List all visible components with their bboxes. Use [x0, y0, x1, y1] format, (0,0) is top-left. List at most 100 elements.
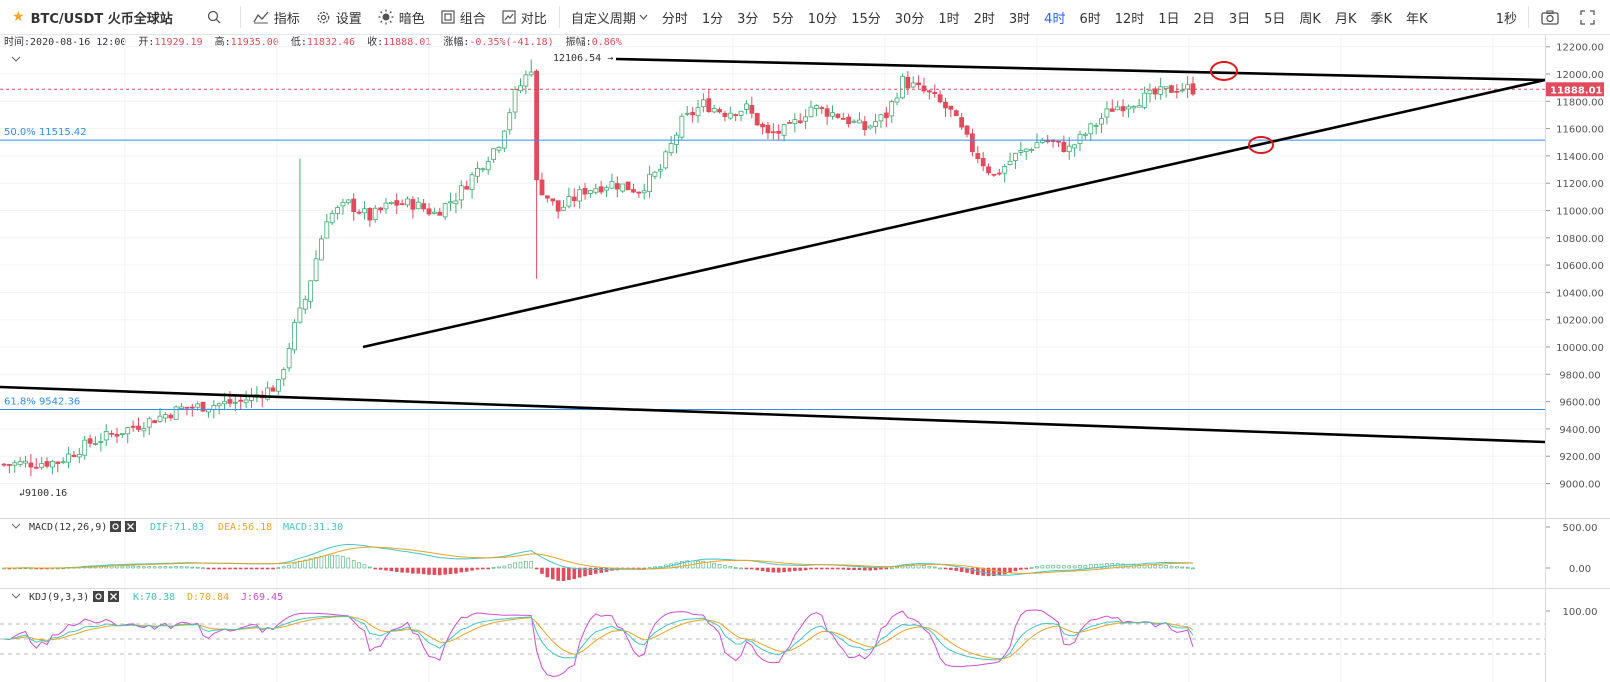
- candle-body: [55, 461, 61, 464]
- custom-period-dropdown[interactable]: 自定义周期: [564, 0, 655, 34]
- macd-value: MACD:31.30: [283, 522, 343, 533]
- macd-bar: [760, 567, 765, 572]
- price-axis: 12200.00 12000.00 11800.00 11600.00 11400.00…: [1546, 43, 1604, 491]
- low-marker: ↲9100.16: [19, 488, 67, 499]
- macd-bar: [1099, 563, 1104, 569]
- settings-button[interactable]: 设置: [308, 0, 370, 34]
- period-tab[interactable]: 周K: [1299, 11, 1321, 27]
- candle-body: [986, 166, 991, 174]
- period-tab[interactable]: 30分: [894, 11, 925, 27]
- collapse-legend-icon[interactable]: [11, 56, 21, 62]
- candle-body: [270, 387, 276, 392]
- period-tab[interactable]: 5日: [1264, 11, 1286, 27]
- chart-area[interactable]: 时间:2020-08-16 12:00 开:11929.19 高:11935.0…: [0, 35, 1610, 682]
- candle-body: [383, 202, 389, 210]
- channel-trendline[interactable]: [0, 385, 1546, 444]
- macd-bar: [583, 567, 587, 577]
- period-tab[interactable]: 10分: [807, 11, 838, 27]
- candle-body: [399, 203, 405, 206]
- period-tab[interactable]: 15分: [851, 11, 881, 27]
- collapse-macd-icon[interactable]: [11, 523, 21, 529]
- triangle-lower-trendline[interactable]: [362, 78, 1546, 349]
- theme-toggle[interactable]: 暗色: [370, 0, 433, 34]
- fib-50-label: 50.0% 11515.42: [4, 127, 87, 138]
- indicators-button[interactable]: 指标: [245, 0, 308, 34]
- candle-body: [566, 196, 572, 207]
- macd-bar: [857, 567, 862, 571]
- macd-bar: [158, 566, 162, 569]
- candle-body: [1077, 133, 1083, 144]
- macd-bar: [195, 566, 200, 569]
- period-tab[interactable]: 3日: [1228, 11, 1251, 27]
- macd-bar: [561, 567, 566, 582]
- combo-button[interactable]: 组合: [433, 0, 494, 34]
- macd-bar: [238, 567, 243, 570]
- price-tick-label: 11000.00: [1556, 207, 1604, 218]
- candle-body: [862, 121, 868, 130]
- highlight-circle-bottom[interactable]: [1248, 136, 1274, 154]
- macd-bar: [577, 567, 582, 578]
- candle-body: [593, 188, 599, 193]
- macd-bar: [782, 567, 786, 573]
- candle-body: [727, 112, 733, 119]
- compare-button[interactable]: 对比: [494, 0, 555, 34]
- macd-bar: [131, 565, 135, 569]
- period-tab[interactable]: 3时: [1008, 11, 1031, 27]
- macd-bar: [1056, 564, 1061, 569]
- candle-body: [609, 181, 615, 189]
- macd-bar: [1185, 566, 1190, 569]
- period-tab[interactable]: 6时: [1079, 11, 1101, 27]
- triangle-upper-trendline[interactable]: [615, 57, 1546, 82]
- macd-bar: [706, 561, 711, 569]
- candle-body: [1082, 133, 1088, 136]
- candle-body: [146, 418, 152, 428]
- candle-body: [614, 183, 620, 190]
- candle-body: [302, 299, 308, 310]
- interval-selector[interactable]: 1秒: [1489, 0, 1524, 34]
- macd-bar: [593, 567, 598, 574]
- macd-bar: [696, 560, 700, 569]
- candle-body: [1093, 124, 1099, 127]
- macd-bar: [260, 567, 265, 570]
- candle-body: [1007, 160, 1013, 165]
- period-tab[interactable]: 季K: [1370, 11, 1392, 27]
- search-button[interactable]: [181, 0, 236, 34]
- macd-settings-icon[interactable]: [110, 521, 121, 532]
- kdj-settings-icon[interactable]: [93, 591, 104, 602]
- macd-bar: [776, 567, 781, 573]
- period-tab[interactable]: 12时: [1114, 11, 1145, 27]
- period-tab[interactable]: 1日: [1158, 11, 1180, 27]
- period-tab[interactable]: 4时: [1044, 11, 1066, 27]
- period-tab[interactable]: 1时: [938, 11, 960, 27]
- right-tools: 1秒: [1489, 0, 1610, 34]
- compare-label: 对比: [520, 11, 547, 27]
- macd-dea-line: [3, 546, 1193, 574]
- macd-bar: [750, 567, 754, 570]
- macd-bar: [212, 567, 216, 570]
- screenshot-button[interactable]: [1533, 0, 1572, 34]
- candle-body: [351, 198, 357, 212]
- period-tab[interactable]: 月K: [1334, 11, 1357, 27]
- star-icon[interactable]: ★: [12, 9, 25, 25]
- candle-body: [431, 211, 437, 214]
- period-tab[interactable]: 2时: [973, 11, 995, 27]
- interval-label: 1秒: [1495, 11, 1517, 27]
- macd-bar: [1169, 565, 1174, 569]
- period-tab[interactable]: 3分: [737, 11, 759, 27]
- macd-bar: [502, 565, 507, 569]
- period-tab[interactable]: 1分: [701, 11, 724, 27]
- macd-bar: [1164, 565, 1168, 569]
- collapse-kdj-icon[interactable]: [11, 593, 21, 599]
- fullscreen-button[interactable]: [1572, 0, 1610, 34]
- period-tab[interactable]: 2日: [1193, 11, 1215, 27]
- period-tab[interactable]: 5分: [772, 11, 794, 27]
- macd-bar: [970, 567, 975, 575]
- time-label: 时间:: [4, 35, 30, 48]
- period-tab[interactable]: 年K: [1406, 11, 1428, 27]
- macd-bar: [599, 567, 603, 573]
- macd-close-icon[interactable]: [125, 521, 136, 532]
- symbol-selector[interactable]: ★ BTC/USDT 火币全球站: [0, 0, 181, 34]
- kdj-close-icon[interactable]: [108, 591, 119, 602]
- highlight-circle-top[interactable]: [1210, 61, 1238, 81]
- period-tab[interactable]: 分时: [661, 11, 688, 27]
